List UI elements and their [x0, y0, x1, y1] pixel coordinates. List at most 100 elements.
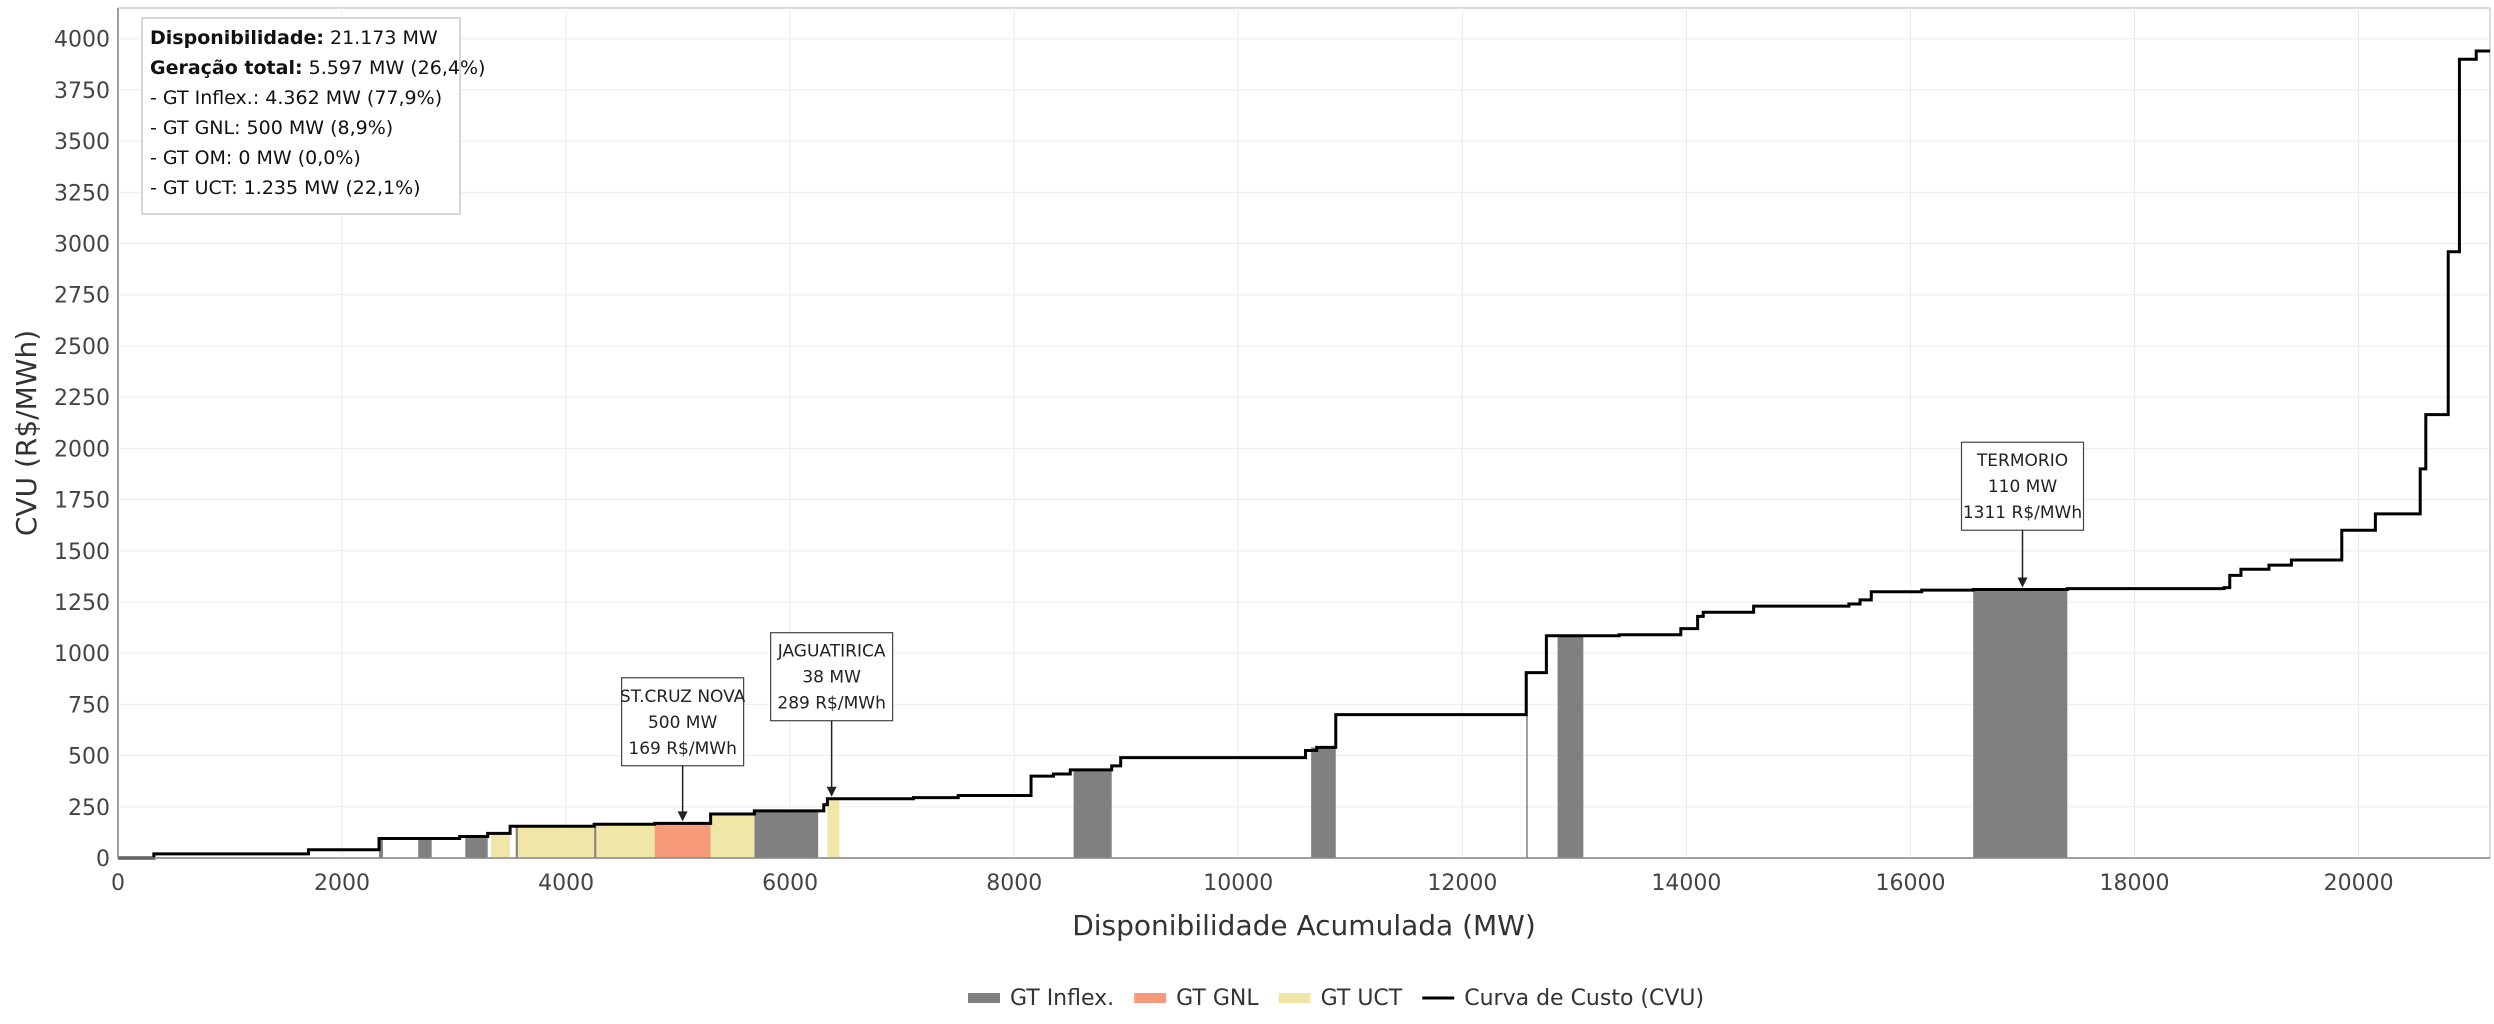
info-value: - GT OM: 0 MW (0,0%): [150, 147, 361, 169]
y-tick-label: 3000: [54, 233, 110, 258]
info-line: Disponibilidade: 21.173 MW: [150, 27, 438, 49]
legend-swatch: [1134, 993, 1167, 1003]
x-tick-label: 0: [111, 871, 125, 896]
cost-curve-line: [118, 49, 2490, 860]
gt-inflex-block: [1073, 769, 1112, 858]
legend-swatch: [968, 993, 1000, 1003]
gt-inflex-block: [1311, 747, 1336, 858]
info-value: - GT Inflex.: 4.362 MW (77,9%): [150, 87, 442, 109]
x-tick-label: 8000: [986, 871, 1042, 896]
annotation-text: 289 R$/MWh: [777, 694, 885, 714]
gt-uct-block: [827, 798, 840, 858]
x-tick-label: 20000: [2324, 871, 2394, 896]
legend-label: GT Inflex.: [1010, 986, 1114, 1011]
grid: [117, 7, 2491, 859]
info-line: - GT OM: 0 MW (0,0%): [150, 147, 361, 169]
annotation-arrow-head: [677, 811, 688, 822]
legend-item: GT UCT: [1278, 986, 1403, 1011]
legend-item: GT Inflex.: [968, 986, 1114, 1011]
info-line: - GT UCT: 1.235 MW (22,1%): [150, 177, 421, 199]
x-tick-label: 2000: [314, 871, 370, 896]
y-tick-label: 1000: [54, 642, 110, 667]
gt-uct-block: [710, 813, 755, 858]
x-tick-label: 10000: [1203, 871, 1273, 896]
legend-swatch: [1278, 993, 1311, 1003]
info-value: - GT GNL: 500 MW (8,9%): [150, 117, 393, 139]
y-tick-label: 1250: [54, 591, 110, 616]
gt-uct-block: [491, 833, 511, 858]
x-tick-label: 14000: [1651, 871, 1721, 896]
y-tick-label: 0: [96, 847, 110, 872]
y-tick-label: 750: [68, 693, 110, 718]
annotation-text: JAGUATIRICA: [777, 642, 886, 662]
gt-inflex-block: [754, 810, 819, 858]
y-axis-title: CVU (R$/MWh): [10, 330, 43, 536]
legend-item: GT GNL: [1134, 986, 1259, 1011]
gt-inflex-block: [594, 824, 597, 858]
info-line: - GT GNL: 500 MW (8,9%): [150, 117, 393, 139]
annotation-text: 169 R$/MWh: [628, 739, 736, 759]
y-tick-label: 2750: [54, 284, 110, 309]
annotation-callout: ST.CRUZ NOVA 500 MW 169 R$/MWh: [620, 677, 746, 822]
info-box: Disponibilidade: 21.173 MW Geração total:…: [141, 17, 485, 215]
gt-inflex-block: [418, 838, 432, 858]
annotation-box: [1960, 441, 2085, 531]
info-value: 5.597 MW (26,4%): [303, 57, 486, 79]
x-tick-label: 4000: [538, 871, 594, 896]
legend-item: Curva de Custo (CVU): [1422, 986, 1704, 1011]
y-tick-label: 1500: [54, 540, 110, 565]
cost-curve-layer: [118, 49, 2490, 860]
gt-inflex-block: [1526, 672, 1528, 858]
annotations: ST.CRUZ NOVA 500 MW 169 R$/MWh JAGUATIRICA 3…: [620, 441, 2085, 822]
legend-label: GT GNL: [1176, 986, 1259, 1011]
info-box-frame: [141, 17, 461, 215]
legend-label: Curva de Custo (CVU): [1464, 986, 1704, 1011]
info-label: Disponibilidade:: [150, 27, 324, 49]
annotation-text: TERMORIO: [1976, 451, 2068, 471]
annotation-text: 1311 R$/MWh: [1963, 503, 2082, 523]
y-tick-label: 250: [68, 796, 110, 821]
annotation-arrow-head: [2017, 577, 2028, 588]
gt-inflex-block: [515, 826, 518, 858]
generation-blocks: [379, 589, 2068, 858]
legend-label: GT UCT: [1321, 986, 1403, 1011]
gt-gnl-block: [654, 823, 711, 858]
info-value: - GT UCT: 1.235 MW (22,1%): [150, 177, 421, 199]
annotation-text: ST.CRUZ NOVA: [620, 687, 746, 707]
axes: 0 2000 4000 6000 8000 10000 12000 14000 16000 180…: [10, 8, 2490, 942]
info-line: - GT Inflex.: 4.362 MW (77,9%): [150, 87, 442, 109]
x-tick-label: 16000: [1875, 871, 1945, 896]
gt-inflex-block: [1557, 635, 1584, 858]
info-label: Geração total:: [150, 57, 303, 79]
annotation-text: 38 MW: [802, 668, 861, 688]
y-tick-label: 3500: [54, 130, 110, 155]
y-tick-label: 2000: [54, 437, 110, 462]
y-tick-label: 2250: [54, 386, 110, 411]
x-tick-label: 6000: [762, 871, 818, 896]
annotation-text: 500 MW: [648, 713, 718, 733]
annotation-arrow-head: [826, 786, 837, 797]
gt-uct-block: [596, 824, 655, 858]
y-tick-label: 4000: [54, 28, 110, 53]
gt-inflex-block: [379, 838, 383, 858]
annotation-box: [621, 677, 745, 767]
y-tick-label: 500: [68, 745, 110, 770]
x-tick-label: 18000: [2100, 871, 2170, 896]
x-tick-label: 12000: [1427, 871, 1497, 896]
legend: GT Inflex. GT GNL GT UCT Curva de Custo (CV…: [968, 986, 1704, 1011]
info-value: 21.173 MW: [324, 27, 438, 49]
gt-inflex-block: [1973, 589, 2068, 858]
y-tick-label: 2500: [54, 335, 110, 360]
annotation-text: 110 MW: [1988, 477, 2058, 497]
y-tick-label: 1750: [54, 489, 110, 514]
info-line: Geração total: 5.597 MW (26,4%): [150, 57, 485, 79]
gt-inflex-block: [465, 836, 488, 858]
y-tick-label: 3250: [54, 181, 110, 206]
gt-uct-block: [517, 826, 595, 858]
y-tick-label: 3750: [54, 79, 110, 104]
x-axis-title: Disponibilidade Acumulada (MW): [1072, 909, 1536, 942]
annotation-callout: TERMORIO 110 MW 1311 R$/MWh: [1960, 441, 2085, 588]
annotation-callout: JAGUATIRICA 38 MW 289 R$/MWh: [770, 632, 894, 797]
